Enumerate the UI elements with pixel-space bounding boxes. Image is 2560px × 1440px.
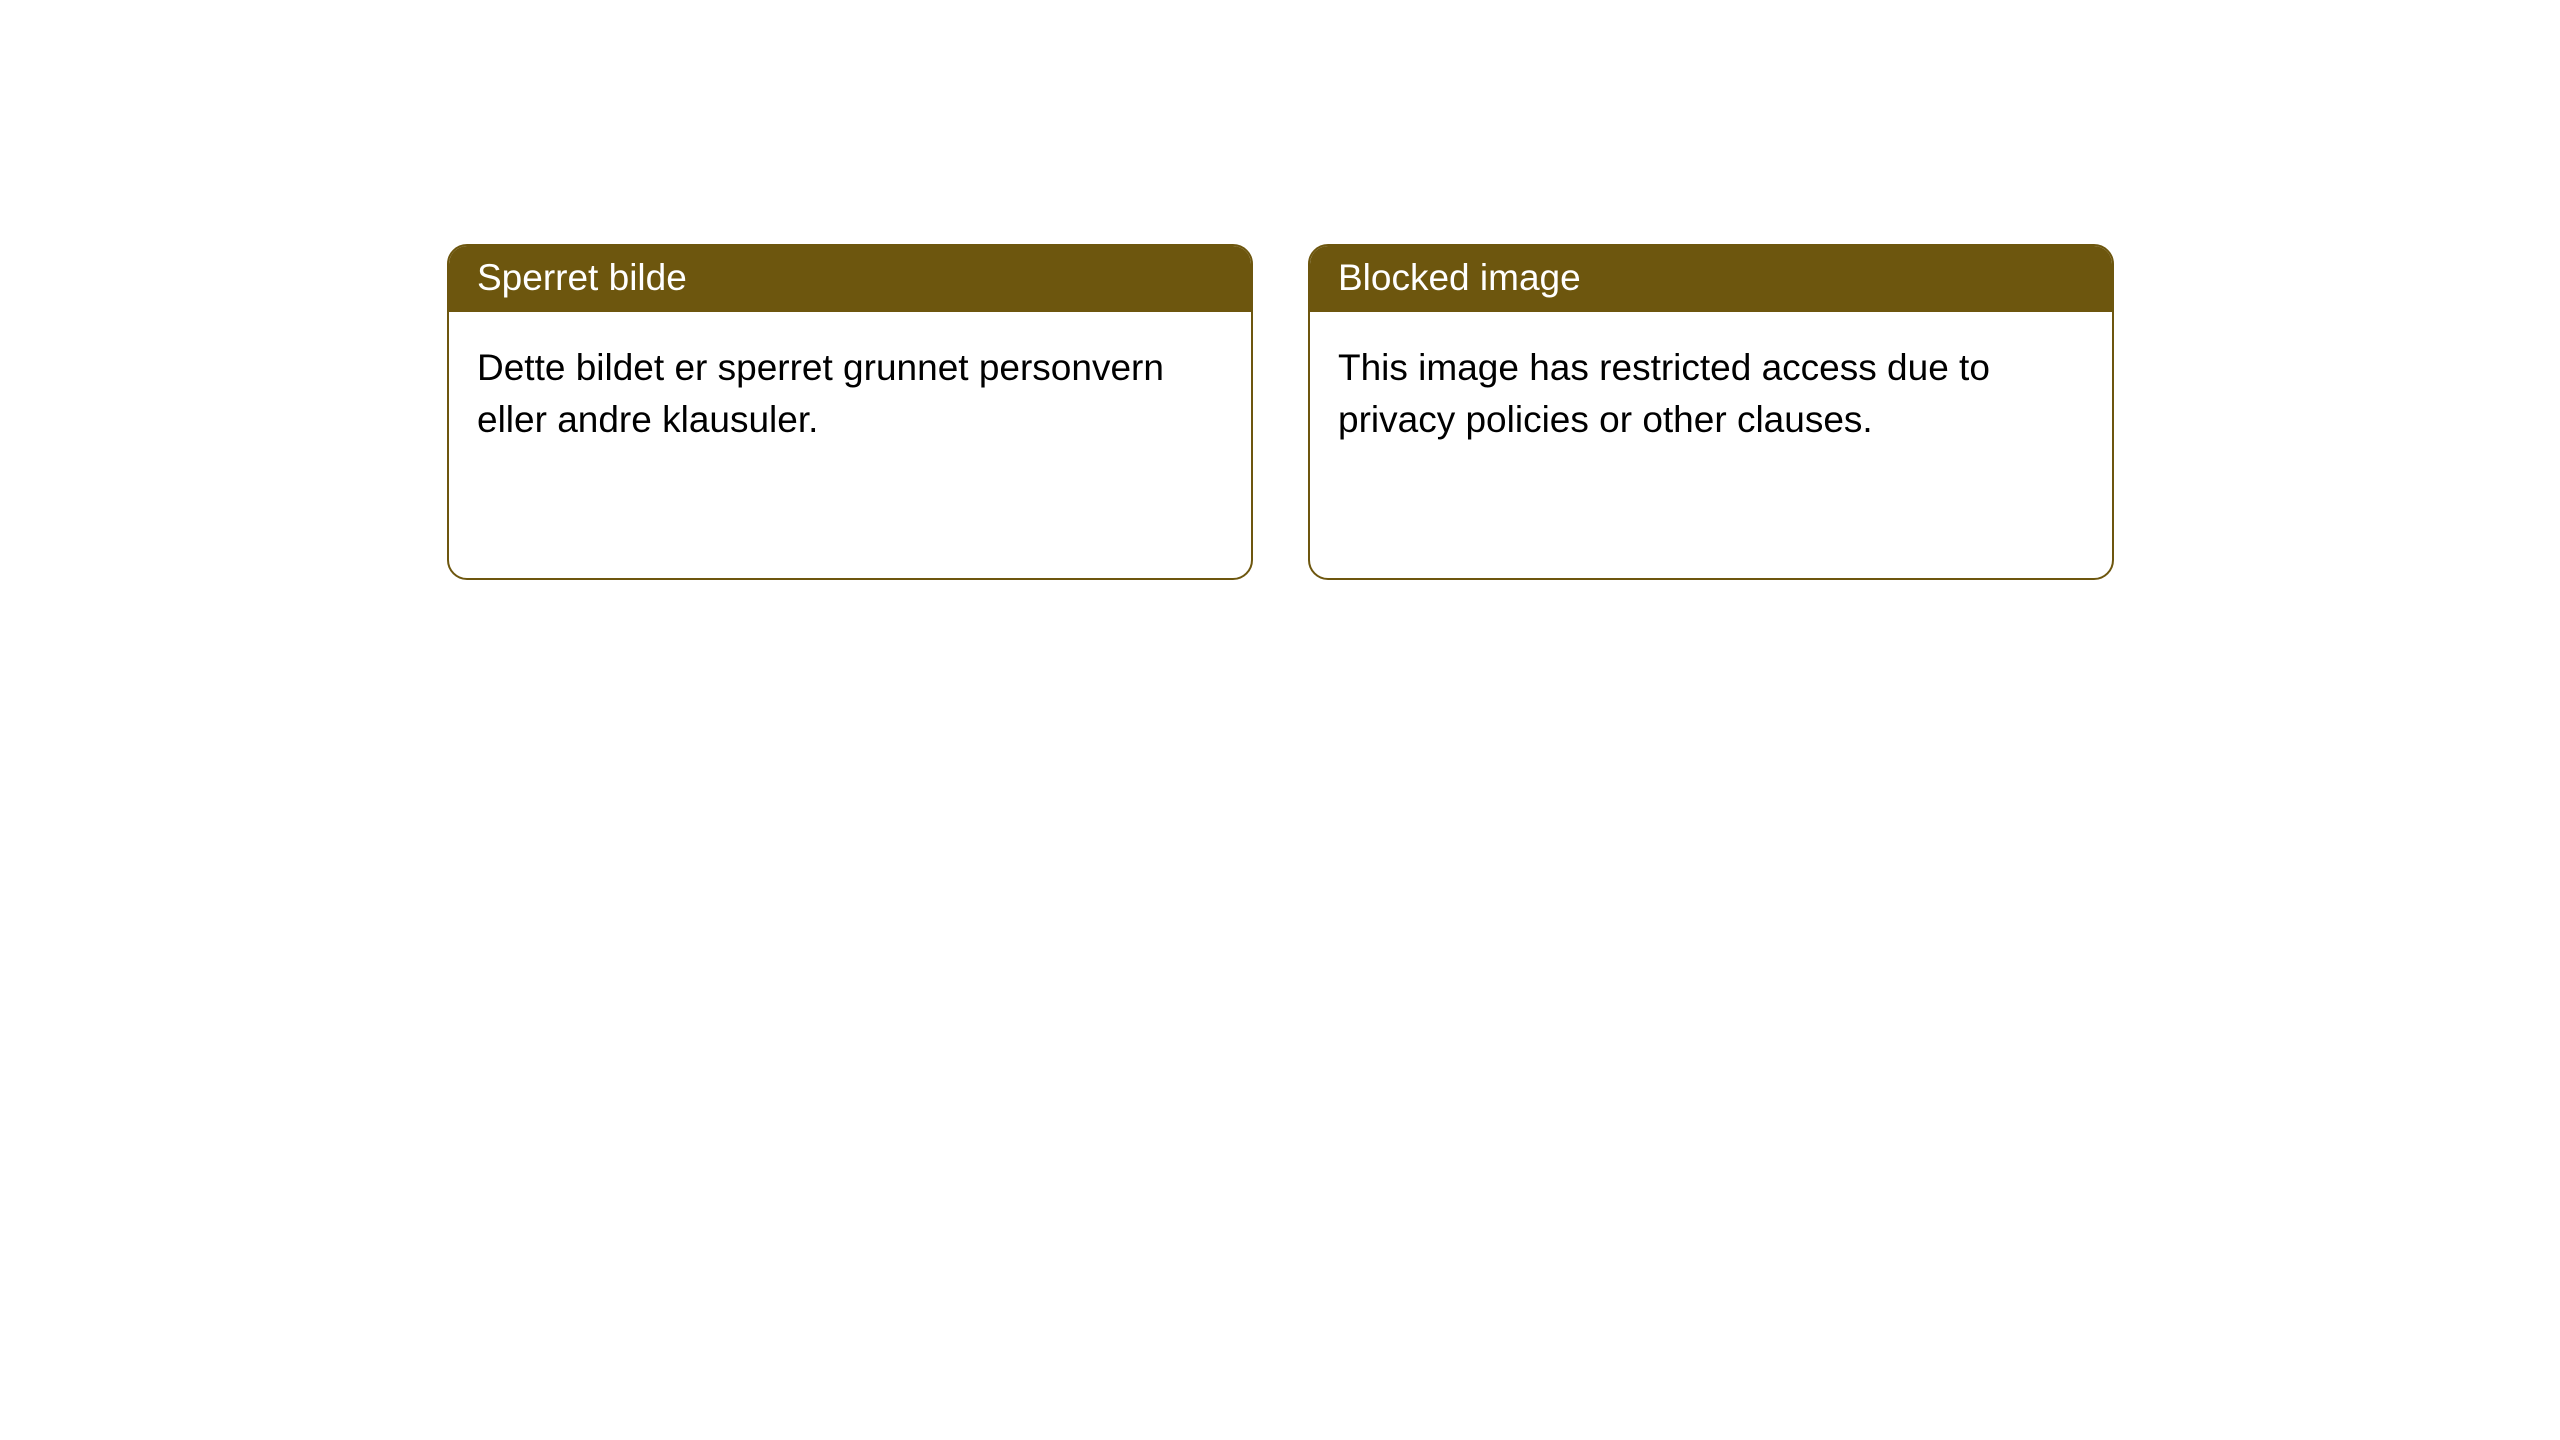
card-body-text: This image has restricted access due to … [1338, 347, 1990, 440]
card-container: Sperret bilde Dette bildet er sperret gr… [0, 0, 2560, 580]
card-body: Dette bildet er sperret grunnet personve… [449, 312, 1251, 476]
card-body: This image has restricted access due to … [1310, 312, 2112, 476]
card-title: Sperret bilde [477, 257, 687, 298]
blocked-image-card-no: Sperret bilde Dette bildet er sperret gr… [447, 244, 1253, 580]
blocked-image-card-en: Blocked image This image has restricted … [1308, 244, 2114, 580]
card-title: Blocked image [1338, 257, 1581, 298]
card-body-text: Dette bildet er sperret grunnet personve… [477, 347, 1164, 440]
card-header: Blocked image [1310, 246, 2112, 312]
card-header: Sperret bilde [449, 246, 1251, 312]
